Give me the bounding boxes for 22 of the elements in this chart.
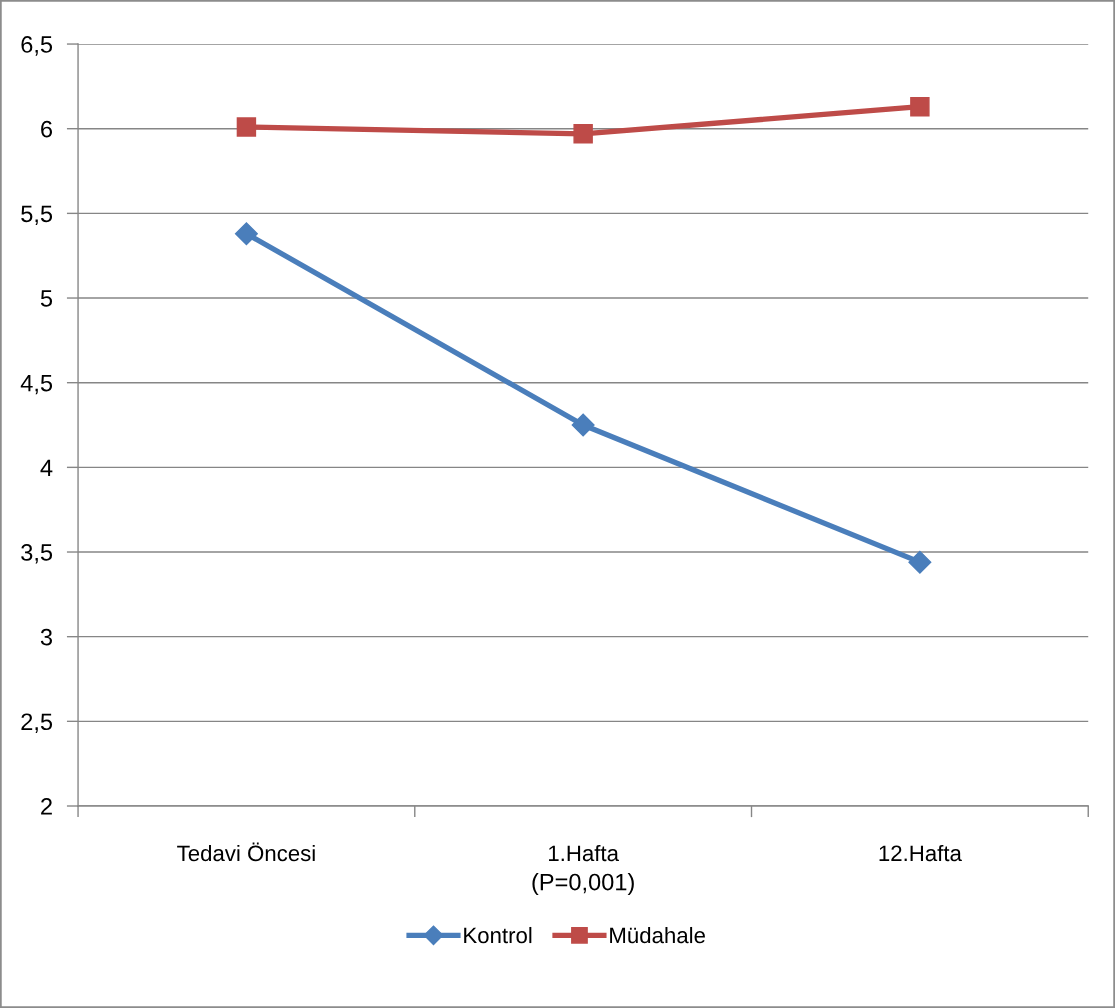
x-axis-title: (P=0,001) xyxy=(532,873,634,896)
x-tick-label: 1.Hafta xyxy=(549,844,619,862)
point xyxy=(908,550,932,574)
legend-label: Kontrol xyxy=(464,926,532,944)
point xyxy=(234,222,258,246)
y-tick-label: 6,5 xyxy=(21,36,53,56)
y-tick-label: 4 xyxy=(40,459,53,476)
x-tick-label: Tedavi Öncesi xyxy=(177,842,315,862)
y-tick-label: 4,5 xyxy=(20,375,53,395)
y-tick-label: 6 xyxy=(41,120,53,138)
legend-label: Müdahale xyxy=(610,926,705,944)
y-tick-label: 2,5 xyxy=(21,713,53,733)
y-tick-label: 2 xyxy=(41,798,52,815)
y-tick-label: 3,5 xyxy=(21,544,53,564)
point xyxy=(571,413,595,437)
point xyxy=(236,117,257,137)
point xyxy=(573,124,593,144)
y-tick-label: 3 xyxy=(40,628,53,646)
x-tick-label: 12.Hafta xyxy=(879,844,962,862)
point xyxy=(910,96,930,117)
y-tick-label: 5,5 xyxy=(21,205,53,225)
y-tick-label: 5 xyxy=(40,290,53,307)
